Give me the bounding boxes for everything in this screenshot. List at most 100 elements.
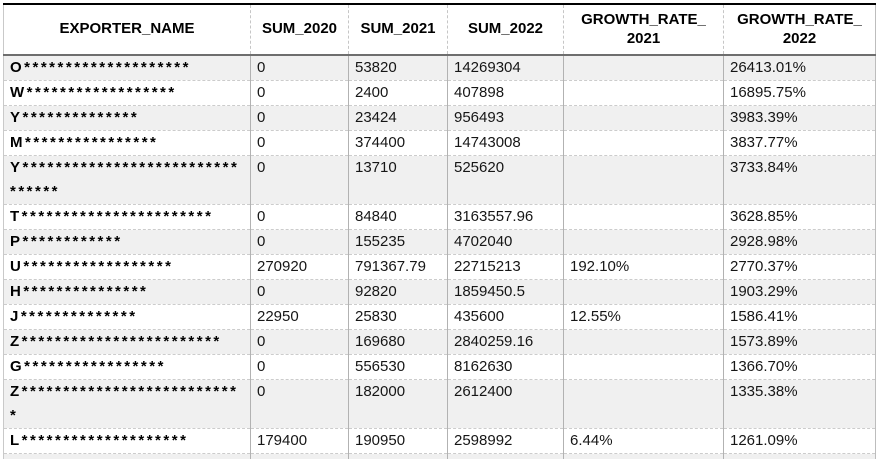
cell-sum-2020[interactable]: 0: [250, 130, 349, 156]
cell-sum-2022[interactable]: 956493: [447, 105, 564, 131]
cell-sum-2021[interactable]: 13710: [348, 155, 448, 205]
cell-sum-2020[interactable]: 0: [250, 229, 349, 255]
cell-empty[interactable]: [250, 453, 349, 459]
cell-exporter-name[interactable]: L********************: [3, 428, 251, 454]
cell-sum-2022[interactable]: 2612400: [447, 379, 564, 429]
cell-sum-2022[interactable]: 4702040: [447, 229, 564, 255]
cell-exporter-name[interactable]: Z***************************: [3, 379, 251, 429]
column-header-sum-2022[interactable]: SUM_2022: [447, 4, 564, 56]
cell-growth-rate-2022[interactable]: 3733.84%: [723, 155, 876, 205]
cell-sum-2021[interactable]: 190950: [348, 428, 448, 454]
cell-growth-rate-2021[interactable]: 192.10%: [563, 254, 724, 280]
cell-exporter-name[interactable]: M****************: [3, 130, 251, 156]
cell-sum-2020[interactable]: 0: [250, 204, 349, 230]
cell-growth-rate-2022[interactable]: 3628.85%: [723, 204, 876, 230]
column-header-growth-rate-2022-line1: GROWTH_RATE_: [737, 10, 862, 28]
cell-sum-2020[interactable]: 270920: [250, 254, 349, 280]
cell-growth-rate-2021[interactable]: [563, 279, 724, 305]
cell-sum-2020[interactable]: 0: [250, 155, 349, 205]
cell-sum-2020[interactable]: 0: [250, 55, 349, 81]
cell-growth-rate-2021[interactable]: [563, 55, 724, 81]
cell-growth-rate-2022[interactable]: 1586.41%: [723, 304, 876, 330]
cell-exporter-name[interactable]: P************: [3, 229, 251, 255]
table-row: M**************** 0 374400 14743008 3837…: [3, 130, 876, 156]
cell-sum-2022[interactable]: 22715213: [447, 254, 564, 280]
cell-empty[interactable]: [723, 453, 876, 459]
cell-growth-rate-2021[interactable]: 6.44%: [563, 428, 724, 454]
cell-sum-2021[interactable]: 169680: [348, 329, 448, 355]
cell-exporter-name[interactable]: U******************: [3, 254, 251, 280]
cell-sum-2021[interactable]: 791367.79: [348, 254, 448, 280]
cell-sum-2021[interactable]: 25830: [348, 304, 448, 330]
cell-growth-rate-2021[interactable]: [563, 130, 724, 156]
column-header-growth-rate-2022[interactable]: GROWTH_RATE_ 2022: [723, 4, 876, 56]
cell-sum-2021[interactable]: 2400: [348, 80, 448, 106]
table-row: W****************** 0 2400 407898 16895.…: [3, 80, 876, 106]
cell-growth-rate-2022[interactable]: 2928.98%: [723, 229, 876, 255]
cell-sum-2021[interactable]: 23424: [348, 105, 448, 131]
cell-exporter-name[interactable]: Y********************************: [3, 155, 251, 205]
cell-sum-2020[interactable]: 22950: [250, 304, 349, 330]
cell-empty[interactable]: [3, 453, 251, 459]
cell-sum-2021[interactable]: 155235: [348, 229, 448, 255]
cell-sum-2022[interactable]: 2598992: [447, 428, 564, 454]
cell-sum-2020[interactable]: 0: [250, 105, 349, 131]
cell-growth-rate-2021[interactable]: [563, 354, 724, 380]
cell-growth-rate-2022[interactable]: 2770.37%: [723, 254, 876, 280]
cell-sum-2020[interactable]: 0: [250, 379, 349, 429]
cell-empty[interactable]: [563, 453, 724, 459]
cell-sum-2021[interactable]: 92820: [348, 279, 448, 305]
cell-exporter-name[interactable]: J**************: [3, 304, 251, 330]
column-header-sum-2021[interactable]: SUM_2021: [348, 4, 448, 56]
cell-sum-2022[interactable]: 435600: [447, 304, 564, 330]
cell-sum-2022[interactable]: 3163557.96: [447, 204, 564, 230]
cell-growth-rate-2022[interactable]: 1573.89%: [723, 329, 876, 355]
cell-exporter-name[interactable]: G*****************: [3, 354, 251, 380]
cell-growth-rate-2021[interactable]: [563, 229, 724, 255]
cell-sum-2021[interactable]: 374400: [348, 130, 448, 156]
cell-sum-2022[interactable]: 8162630: [447, 354, 564, 380]
cell-sum-2020[interactable]: 179400: [250, 428, 349, 454]
cell-growth-rate-2021[interactable]: [563, 105, 724, 131]
column-header-growth-rate-2021[interactable]: GROWTH_RATE_ 2021: [563, 4, 724, 56]
cell-sum-2021[interactable]: 53820: [348, 55, 448, 81]
cell-exporter-name[interactable]: W******************: [3, 80, 251, 106]
cell-exporter-name[interactable]: T***********************: [3, 204, 251, 230]
cell-sum-2020[interactable]: 0: [250, 80, 349, 106]
cell-empty[interactable]: [348, 453, 448, 459]
cell-growth-rate-2022[interactable]: 16895.75%: [723, 80, 876, 106]
cell-sum-2020[interactable]: 0: [250, 354, 349, 380]
cell-growth-rate-2022[interactable]: 1335.38%: [723, 379, 876, 429]
cell-exporter-name[interactable]: Y**************: [3, 105, 251, 131]
cell-growth-rate-2022[interactable]: 1366.70%: [723, 354, 876, 380]
cell-growth-rate-2021[interactable]: [563, 379, 724, 429]
cell-growth-rate-2022[interactable]: 3837.77%: [723, 130, 876, 156]
cell-empty[interactable]: [447, 453, 564, 459]
cell-growth-rate-2022[interactable]: 1903.29%: [723, 279, 876, 305]
cell-sum-2022[interactable]: 525620: [447, 155, 564, 205]
cell-sum-2022[interactable]: 14743008: [447, 130, 564, 156]
cell-growth-rate-2021[interactable]: [563, 155, 724, 205]
cell-growth-rate-2021[interactable]: [563, 80, 724, 106]
column-header-sum-2020[interactable]: SUM_2020: [250, 4, 349, 56]
cell-sum-2022[interactable]: 1859450.5: [447, 279, 564, 305]
cell-sum-2021[interactable]: 84840: [348, 204, 448, 230]
cell-growth-rate-2022[interactable]: 26413.01%: [723, 55, 876, 81]
cell-growth-rate-2021[interactable]: [563, 329, 724, 355]
cell-sum-2020[interactable]: 0: [250, 279, 349, 305]
cell-sum-2022[interactable]: 14269304: [447, 55, 564, 81]
cell-growth-rate-2021[interactable]: [563, 204, 724, 230]
cell-exporter-name[interactable]: Z************************: [3, 329, 251, 355]
cell-sum-2021[interactable]: 556530: [348, 354, 448, 380]
cell-growth-rate-2022[interactable]: 3983.39%: [723, 105, 876, 131]
cell-sum-2022[interactable]: 2840259.16: [447, 329, 564, 355]
cell-sum-2021[interactable]: 182000: [348, 379, 448, 429]
table-row: P************ 0 155235 4702040 2928.98%: [3, 229, 876, 255]
cell-sum-2022[interactable]: 407898: [447, 80, 564, 106]
cell-growth-rate-2021[interactable]: 12.55%: [563, 304, 724, 330]
cell-growth-rate-2022[interactable]: 1261.09%: [723, 428, 876, 454]
cell-exporter-name[interactable]: H***************: [3, 279, 251, 305]
column-header-exporter-name[interactable]: EXPORTER_NAME: [3, 4, 251, 56]
cell-sum-2020[interactable]: 0: [250, 329, 349, 355]
cell-exporter-name[interactable]: O********************: [3, 55, 251, 81]
